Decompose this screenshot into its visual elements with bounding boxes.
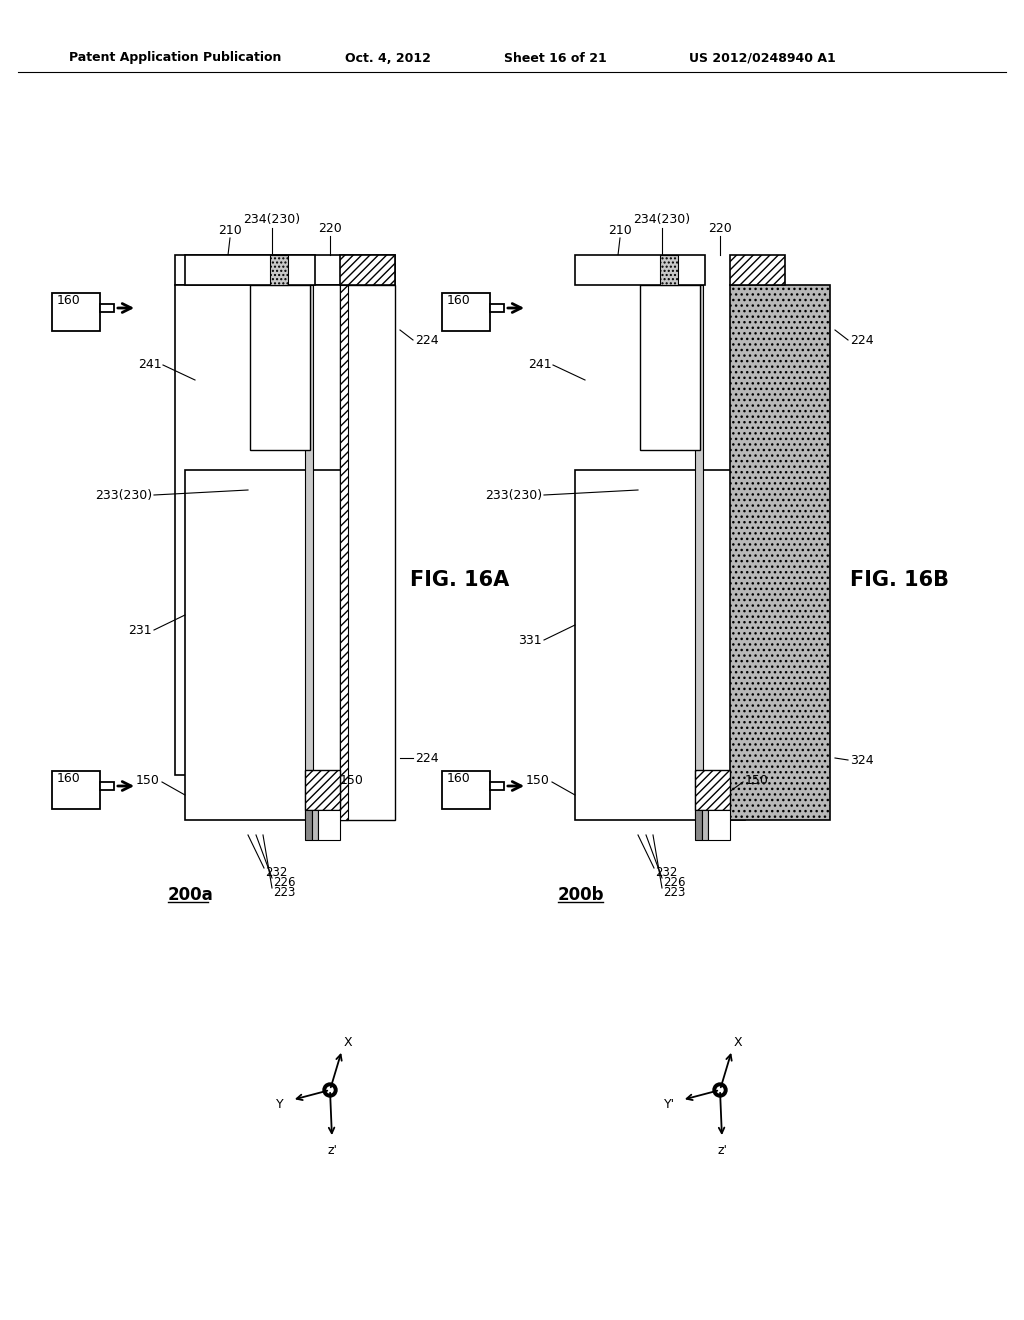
- Bar: [185, 470, 355, 820]
- Text: FIG. 16A: FIG. 16A: [410, 570, 509, 590]
- Text: 331: 331: [518, 634, 542, 647]
- Text: 233(230): 233(230): [95, 488, 152, 502]
- Circle shape: [323, 1082, 337, 1097]
- Text: US 2012/0248940 A1: US 2012/0248940 A1: [688, 51, 836, 65]
- Text: 150: 150: [340, 774, 364, 787]
- Text: 241: 241: [138, 359, 162, 371]
- Bar: [695, 810, 702, 840]
- Text: Oct. 4, 2012: Oct. 4, 2012: [345, 51, 431, 65]
- Circle shape: [713, 1082, 727, 1097]
- Bar: [340, 255, 395, 285]
- Text: 231: 231: [128, 623, 152, 636]
- Text: 223: 223: [663, 886, 685, 899]
- Bar: [240, 255, 260, 285]
- Text: 210: 210: [608, 223, 632, 236]
- Text: 232: 232: [265, 866, 288, 879]
- Text: 160: 160: [446, 293, 470, 306]
- Text: 241: 241: [528, 359, 552, 371]
- Bar: [52, 293, 100, 331]
- Bar: [270, 255, 288, 285]
- Text: 160: 160: [56, 293, 80, 306]
- Circle shape: [717, 1086, 723, 1093]
- Text: 226: 226: [663, 875, 685, 888]
- Bar: [730, 285, 830, 820]
- Text: Patent Application Publication: Patent Application Publication: [69, 51, 282, 65]
- Text: Y': Y': [665, 1097, 676, 1110]
- Text: 220: 220: [318, 222, 342, 235]
- Text: X: X: [733, 1035, 742, 1048]
- Text: 224: 224: [850, 334, 873, 346]
- Bar: [185, 255, 315, 285]
- Bar: [52, 771, 100, 809]
- Bar: [340, 285, 395, 820]
- Text: 324: 324: [850, 754, 873, 767]
- Bar: [490, 781, 504, 789]
- Bar: [640, 285, 700, 450]
- Text: 200b: 200b: [558, 886, 604, 904]
- Bar: [575, 255, 705, 285]
- Text: 210: 210: [218, 223, 242, 236]
- Text: 160: 160: [446, 771, 470, 784]
- Text: 224: 224: [415, 751, 438, 764]
- Text: 223: 223: [273, 886, 295, 899]
- Bar: [175, 285, 375, 775]
- Text: 150: 150: [526, 774, 550, 787]
- Bar: [340, 285, 348, 820]
- Bar: [100, 304, 114, 312]
- Bar: [318, 810, 340, 840]
- Text: 224: 224: [415, 334, 438, 346]
- Bar: [695, 770, 730, 810]
- Text: Sheet 16 of 21: Sheet 16 of 21: [504, 51, 606, 65]
- Bar: [312, 810, 318, 840]
- Text: 150: 150: [136, 774, 160, 787]
- Text: z': z': [327, 1143, 337, 1156]
- Text: 234(230): 234(230): [634, 214, 690, 227]
- Bar: [100, 781, 114, 789]
- Bar: [175, 255, 395, 285]
- Bar: [305, 285, 313, 820]
- Bar: [442, 293, 490, 331]
- Text: 233(230): 233(230): [485, 488, 542, 502]
- Text: Y: Y: [276, 1097, 284, 1110]
- Bar: [708, 810, 730, 840]
- Bar: [305, 810, 312, 840]
- Text: FIG. 16B: FIG. 16B: [850, 570, 949, 590]
- Bar: [575, 470, 745, 820]
- Bar: [695, 285, 703, 820]
- Text: 200a: 200a: [168, 886, 214, 904]
- Bar: [730, 255, 785, 285]
- Bar: [250, 285, 310, 450]
- Bar: [305, 770, 340, 810]
- Bar: [442, 771, 490, 809]
- Bar: [702, 810, 708, 840]
- Text: 220: 220: [709, 222, 732, 235]
- Text: 234(230): 234(230): [244, 214, 301, 227]
- Text: z': z': [717, 1143, 727, 1156]
- Bar: [205, 285, 365, 310]
- Text: X: X: [344, 1035, 352, 1048]
- Text: 150: 150: [745, 774, 769, 787]
- Text: 226: 226: [273, 875, 296, 888]
- Circle shape: [327, 1086, 333, 1093]
- Bar: [660, 255, 678, 285]
- Bar: [490, 304, 504, 312]
- Text: 232: 232: [655, 866, 677, 879]
- Text: 160: 160: [56, 771, 80, 784]
